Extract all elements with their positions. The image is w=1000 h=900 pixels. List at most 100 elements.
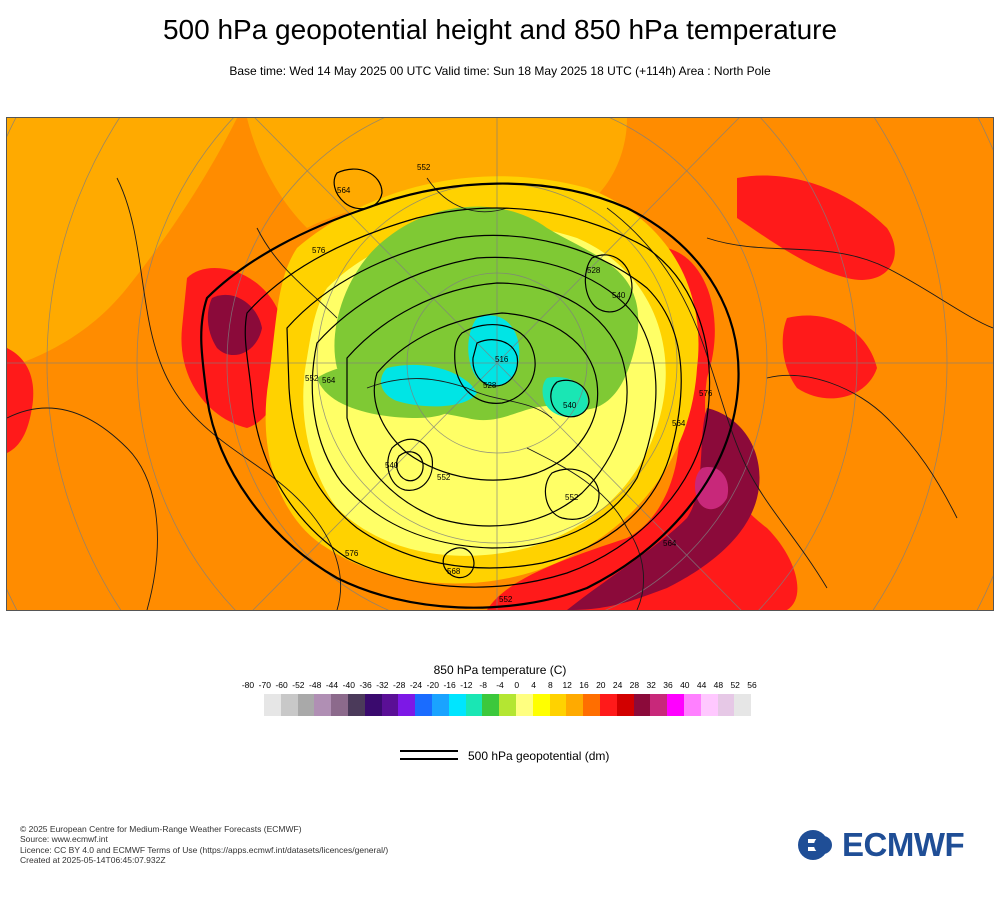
ecmwf-logo: ECMWF [796,826,986,863]
legend-swatch [734,694,752,716]
contour-label: 528 [483,381,497,390]
legend-tick-label: -12 [460,680,473,690]
contour-label: 552 [437,473,451,482]
legend-swatch [398,694,416,716]
legend-tick-label: 8 [548,680,553,690]
legend-swatch [297,694,315,716]
legend-tick-label: -24 [409,680,423,690]
legend-tick-label: 32 [646,680,656,690]
legend-swatch [364,694,382,716]
legend-tick-label: -52 [292,680,305,690]
legend-swatch [280,694,298,716]
contour-label: 576 [699,389,713,398]
legend-swatch [465,694,483,716]
legend-swatch [667,694,684,716]
legend-swatches [264,694,752,716]
legend-tick-label: -48 [309,680,322,690]
legend-tick-label: -80 [241,680,255,690]
contour-label: 564 [663,539,677,548]
contour-label: 564 [337,186,351,195]
very-cold-band [381,364,477,407]
legend-tick-label: 40 [680,680,690,690]
legend-ticks: -80 -70 -60 -52 -48 -44 -40 -36 -32 -28 -24 -20 -16-… [0,680,1000,694]
legend-swatch [499,694,516,716]
legend-tick-label: 36 [663,680,673,690]
map-canvas: 576 564 552 540 528 552 564 576 540 552 … [7,118,993,610]
page-subtitle: Base time: Wed 14 May 2025 00 UTC Valid … [229,64,771,78]
geopotential-line-key [400,749,458,761]
legend-swatch [616,694,634,716]
hot-region-ne [737,175,895,280]
legend-tick-label: 48 [713,680,724,690]
legend-tick-label: -20 [426,680,439,690]
very-cold-core [468,315,520,386]
hot-region-far-east [782,315,877,399]
legend-tick-label: 56 [747,680,757,690]
copyright-line: © 2025 European Centre for Medium-Range … [20,824,302,834]
coastlines [7,177,993,610]
contour-label: 552 [417,163,431,172]
legend-swatch [549,694,567,716]
page-title: 500 hPa geopotential height and 850 hPa … [162,14,838,45]
geopotential-line-label: 500 hPa geopotential (dm) [468,749,610,763]
legend-tick-label: -36 [359,680,372,690]
legend-swatch [415,694,432,716]
legend-tick-label: 12 [562,680,572,690]
legend-tick-label: -16 [443,680,456,690]
legend-swatch [583,694,600,716]
hot-region-west-core [207,294,262,356]
contour-label: 564 [322,376,336,385]
ecmwf-logo-text: ECMWF [842,826,965,863]
licence-line: Licence: CC BY 4.0 and ECMWF Terms of Us… [20,844,389,855]
legend-tick-label: -44 [325,680,339,690]
contour-label: 528 [587,266,601,275]
legend-swatch [381,694,399,716]
contour-label: 540 [563,401,577,410]
contour-label: 540 [385,461,399,470]
legend-swatch [633,694,651,716]
source-line: Source: www.ecmwf.int [20,834,108,845]
legend-tick-label: 52 [730,680,740,690]
weather-map[interactable]: 576 564 552 540 528 552 564 576 540 552 … [6,117,994,611]
legend-swatch [482,694,500,716]
extreme-hot-spot [694,467,729,510]
hot-region-west-edge [7,348,34,453]
legend-swatch [683,694,701,716]
legend-tick-label: 4 [531,680,536,690]
legend-swatch [431,694,449,716]
contour-label: 576 [345,549,359,558]
created-line: Created at 2025-05-14T06:45:07.932Z [20,854,166,865]
legend-tick-label: -40 [342,680,355,690]
contour-label: 552 [499,595,513,604]
legend-swatch [314,694,332,716]
legend-swatch [515,694,533,716]
contour-label: 568 [447,567,461,576]
legend-tick-label: 0 [514,680,520,690]
legend-swatch [717,694,735,716]
legend-tick-label: 28 [629,680,640,690]
legend-tick-label: -4 [496,680,504,690]
mild-region-west [7,118,237,368]
legend-swatch [566,694,584,716]
very-hot-region-east [567,408,760,610]
contour-label: 552 [565,493,579,502]
legend-tick-label: 20 [596,680,606,690]
legend-tick-label: -8 [479,680,487,690]
legend-swatch [264,694,281,716]
legend-tick-label: -60 [275,680,288,690]
contour-label: 564 [672,419,686,428]
legend-swatch [448,694,466,716]
legend-tick-label: 44 [696,680,707,690]
legend-tick-label: -32 [376,680,389,690]
geopotential-contours [200,168,740,609]
contour-label: 552 [305,374,319,383]
contour-label: 540 [612,291,626,300]
legend-title: 850 hPa temperature (C) [433,663,567,677]
contour-labels: 576 564 552 540 528 552 564 576 540 552 … [305,163,713,604]
legend-tick-label: 16 [579,680,589,690]
credits: © 2025 European Centre for Medium-Range … [20,824,388,865]
legend-swatch [700,694,718,716]
ecmwf-logo-icon [798,830,838,860]
legend-swatch [650,694,668,716]
legend-swatch [532,694,550,716]
